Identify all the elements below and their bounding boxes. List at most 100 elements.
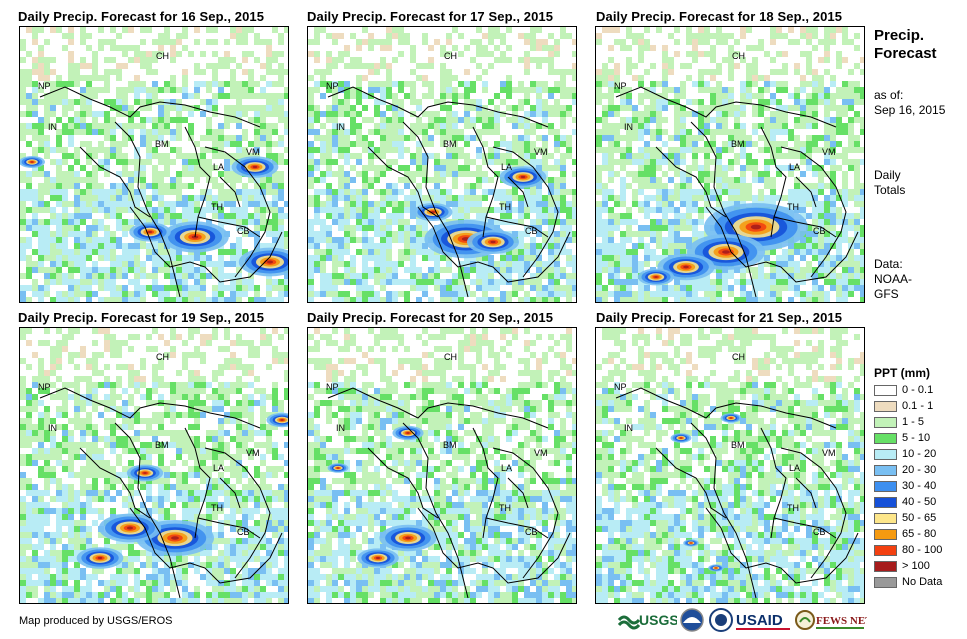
- totals-line1: Daily: [874, 168, 901, 182]
- data-source-line2: NOAA-: [874, 272, 913, 286]
- legend-swatch: [874, 481, 897, 492]
- forecast-map-3: CH NP IN BM LA VM TH CB: [595, 26, 865, 303]
- country-label: IN: [48, 122, 57, 132]
- country-label: NP: [38, 382, 51, 392]
- country-label: IN: [624, 423, 633, 433]
- legend-label: 50 - 65: [902, 512, 937, 524]
- precip-field: CH NP IN BM LA VM TH CB: [20, 27, 288, 302]
- legend-item: 80 - 100: [874, 544, 964, 559]
- legend-label: 80 - 100: [902, 544, 943, 556]
- country-label: TH: [499, 503, 511, 513]
- legend-swatch: [874, 497, 897, 508]
- country-label: VM: [822, 147, 836, 157]
- legend-label: 30 - 40: [902, 480, 937, 492]
- country-label: CB: [525, 226, 538, 236]
- legend-item: 5 - 10: [874, 432, 964, 447]
- legend-label: 65 - 80: [902, 528, 937, 540]
- data-source-line1: Data:: [874, 257, 903, 271]
- legend-swatch: [874, 529, 897, 540]
- panel-title-3: Daily Precip. Forecast for 18 Sep., 2015: [596, 9, 843, 24]
- legend-label: 40 - 50: [902, 496, 937, 508]
- legend-swatch: [874, 417, 897, 428]
- country-label: TH: [787, 202, 799, 212]
- legend-title: PPT (mm): [874, 366, 931, 380]
- legend-swatch: [874, 561, 897, 572]
- country-label: LA: [501, 162, 512, 172]
- precip-field: CH NP IN BM LA VM TH CB: [596, 328, 864, 603]
- usgs-logo: USGS: [617, 606, 679, 634]
- country-label: CH: [156, 51, 169, 61]
- country-label: LA: [501, 463, 512, 473]
- country-label: BM: [731, 440, 745, 450]
- legend-swatch: [874, 385, 897, 396]
- data-source-line3: GFS: [874, 287, 899, 301]
- fews-net-logo: FEWS NET: [795, 606, 873, 634]
- forecast-map-6: CH NP IN BM LA VM TH CB: [595, 327, 865, 604]
- country-label: IN: [624, 122, 633, 132]
- country-label: TH: [211, 503, 223, 513]
- panel-title-1: Daily Precip. Forecast for 16 Sep., 2015: [18, 9, 265, 24]
- legend-item: 0 - 0.1: [874, 384, 964, 399]
- country-label: VM: [534, 448, 548, 458]
- forecast-map-5: CH NP IN BM LA VM TH CB: [307, 327, 577, 604]
- country-label: LA: [213, 162, 224, 172]
- country-label: IN: [336, 423, 345, 433]
- country-label: CH: [444, 352, 457, 362]
- legend-label: 0 - 0.1: [902, 384, 934, 396]
- country-label: VM: [534, 147, 548, 157]
- country-label: IN: [336, 122, 345, 132]
- country-label: CH: [444, 51, 457, 61]
- legend-swatch: [874, 577, 897, 588]
- forecast-map-4: CH NP IN BM LA VM TH CB: [19, 327, 289, 604]
- precip-field: CH NP IN BM LA VM TH CB: [596, 27, 864, 302]
- country-label: IN: [48, 423, 57, 433]
- country-label: CB: [237, 527, 250, 537]
- legend-item: 40 - 50: [874, 496, 964, 511]
- country-label: NP: [614, 81, 627, 91]
- legend-swatch: [874, 513, 897, 524]
- country-label: BM: [443, 139, 457, 149]
- country-label: BM: [155, 139, 169, 149]
- legend-label: > 100: [902, 560, 930, 572]
- country-label: CB: [525, 527, 538, 537]
- panel-title-4: Daily Precip. Forecast for 19 Sep., 2015: [18, 310, 265, 325]
- country-label: CB: [237, 226, 250, 236]
- logo-strip: USGS USAID FEWS NET: [617, 606, 873, 634]
- precip-field: CH NP IN BM LA VM TH CB: [308, 27, 576, 302]
- panel-title-6: Daily Precip. Forecast for 21 Sep., 2015: [596, 310, 843, 325]
- legend-label: 10 - 20: [902, 448, 937, 460]
- legend-item: > 100: [874, 560, 964, 575]
- country-label: CH: [156, 352, 169, 362]
- precip-field: CH NP IN BM LA VM TH CB: [20, 328, 288, 603]
- country-label: LA: [789, 162, 800, 172]
- legend-swatch: [874, 449, 897, 460]
- country-label: VM: [246, 147, 260, 157]
- country-label: BM: [443, 440, 457, 450]
- country-label: TH: [211, 202, 223, 212]
- country-label: VM: [822, 448, 836, 458]
- forecast-map-1: CH NP IN BM LA VM TH CB: [19, 26, 289, 303]
- country-label: NP: [326, 382, 339, 392]
- legend-item: 30 - 40: [874, 480, 964, 495]
- country-label: VM: [246, 448, 260, 458]
- totals-line2: Totals: [874, 183, 906, 197]
- legend-item: 1 - 5: [874, 416, 964, 431]
- country-label: TH: [499, 202, 511, 212]
- legend-item: No Data: [874, 576, 964, 591]
- sidebar-title-line1: Precip.: [874, 27, 925, 44]
- legend-label: No Data: [902, 576, 943, 588]
- country-label: BM: [731, 139, 745, 149]
- usaid-logo: USAID: [735, 606, 793, 634]
- legend-item: 10 - 20: [874, 448, 964, 463]
- country-label: NP: [38, 81, 51, 91]
- country-label: CB: [813, 226, 826, 236]
- legend-label: 0.1 - 1: [902, 400, 934, 412]
- precip-field: CH NP IN BM LA VM TH CB: [308, 328, 576, 603]
- usaid-seal-icon: [709, 606, 733, 634]
- country-label: NP: [614, 382, 627, 392]
- country-label: CH: [732, 352, 745, 362]
- sidebar-title-line2: Forecast: [874, 45, 937, 62]
- asof-label: as of:: [874, 88, 904, 102]
- forecast-map-2: CH NP IN BM LA VM TH CB: [307, 26, 577, 303]
- country-label: LA: [789, 463, 800, 473]
